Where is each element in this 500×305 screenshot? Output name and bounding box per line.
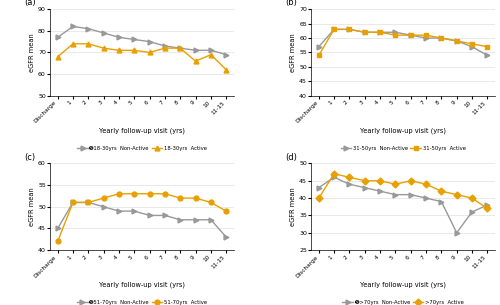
Y-axis label: eGFR mean: eGFR mean xyxy=(290,187,296,226)
Text: (a): (a) xyxy=(24,0,36,7)
Legend: ➒51-70yrs  Non-Active, 51-70yrs  Active: ➒51-70yrs Non-Active, 51-70yrs Active xyxy=(75,298,209,305)
Text: (b): (b) xyxy=(286,0,297,7)
X-axis label: Yearly follow-up visit (yrs): Yearly follow-up visit (yrs) xyxy=(360,127,446,134)
Text: (d): (d) xyxy=(286,153,297,162)
X-axis label: Yearly follow-up visit (yrs): Yearly follow-up visit (yrs) xyxy=(99,282,185,288)
Text: (c): (c) xyxy=(24,153,36,162)
Legend: ➒18-30yrs  Non-Active, 18-30yrs  Active: ➒18-30yrs Non-Active, 18-30yrs Active xyxy=(75,144,209,153)
Y-axis label: eGFR mean: eGFR mean xyxy=(29,33,35,72)
Legend: 31-50yrs  Non-Active, 31-50yrs  Active: 31-50yrs Non-Active, 31-50yrs Active xyxy=(338,144,468,153)
X-axis label: Yearly follow-up visit (yrs): Yearly follow-up visit (yrs) xyxy=(360,282,446,288)
X-axis label: Yearly follow-up visit (yrs): Yearly follow-up visit (yrs) xyxy=(99,127,185,134)
Y-axis label: eGFR mean: eGFR mean xyxy=(290,33,296,72)
Y-axis label: eGFR mean: eGFR mean xyxy=(29,187,35,226)
Legend: ➒>70yrs  Non-Active, >70yrs  Active: ➒>70yrs Non-Active, >70yrs Active xyxy=(340,298,466,305)
